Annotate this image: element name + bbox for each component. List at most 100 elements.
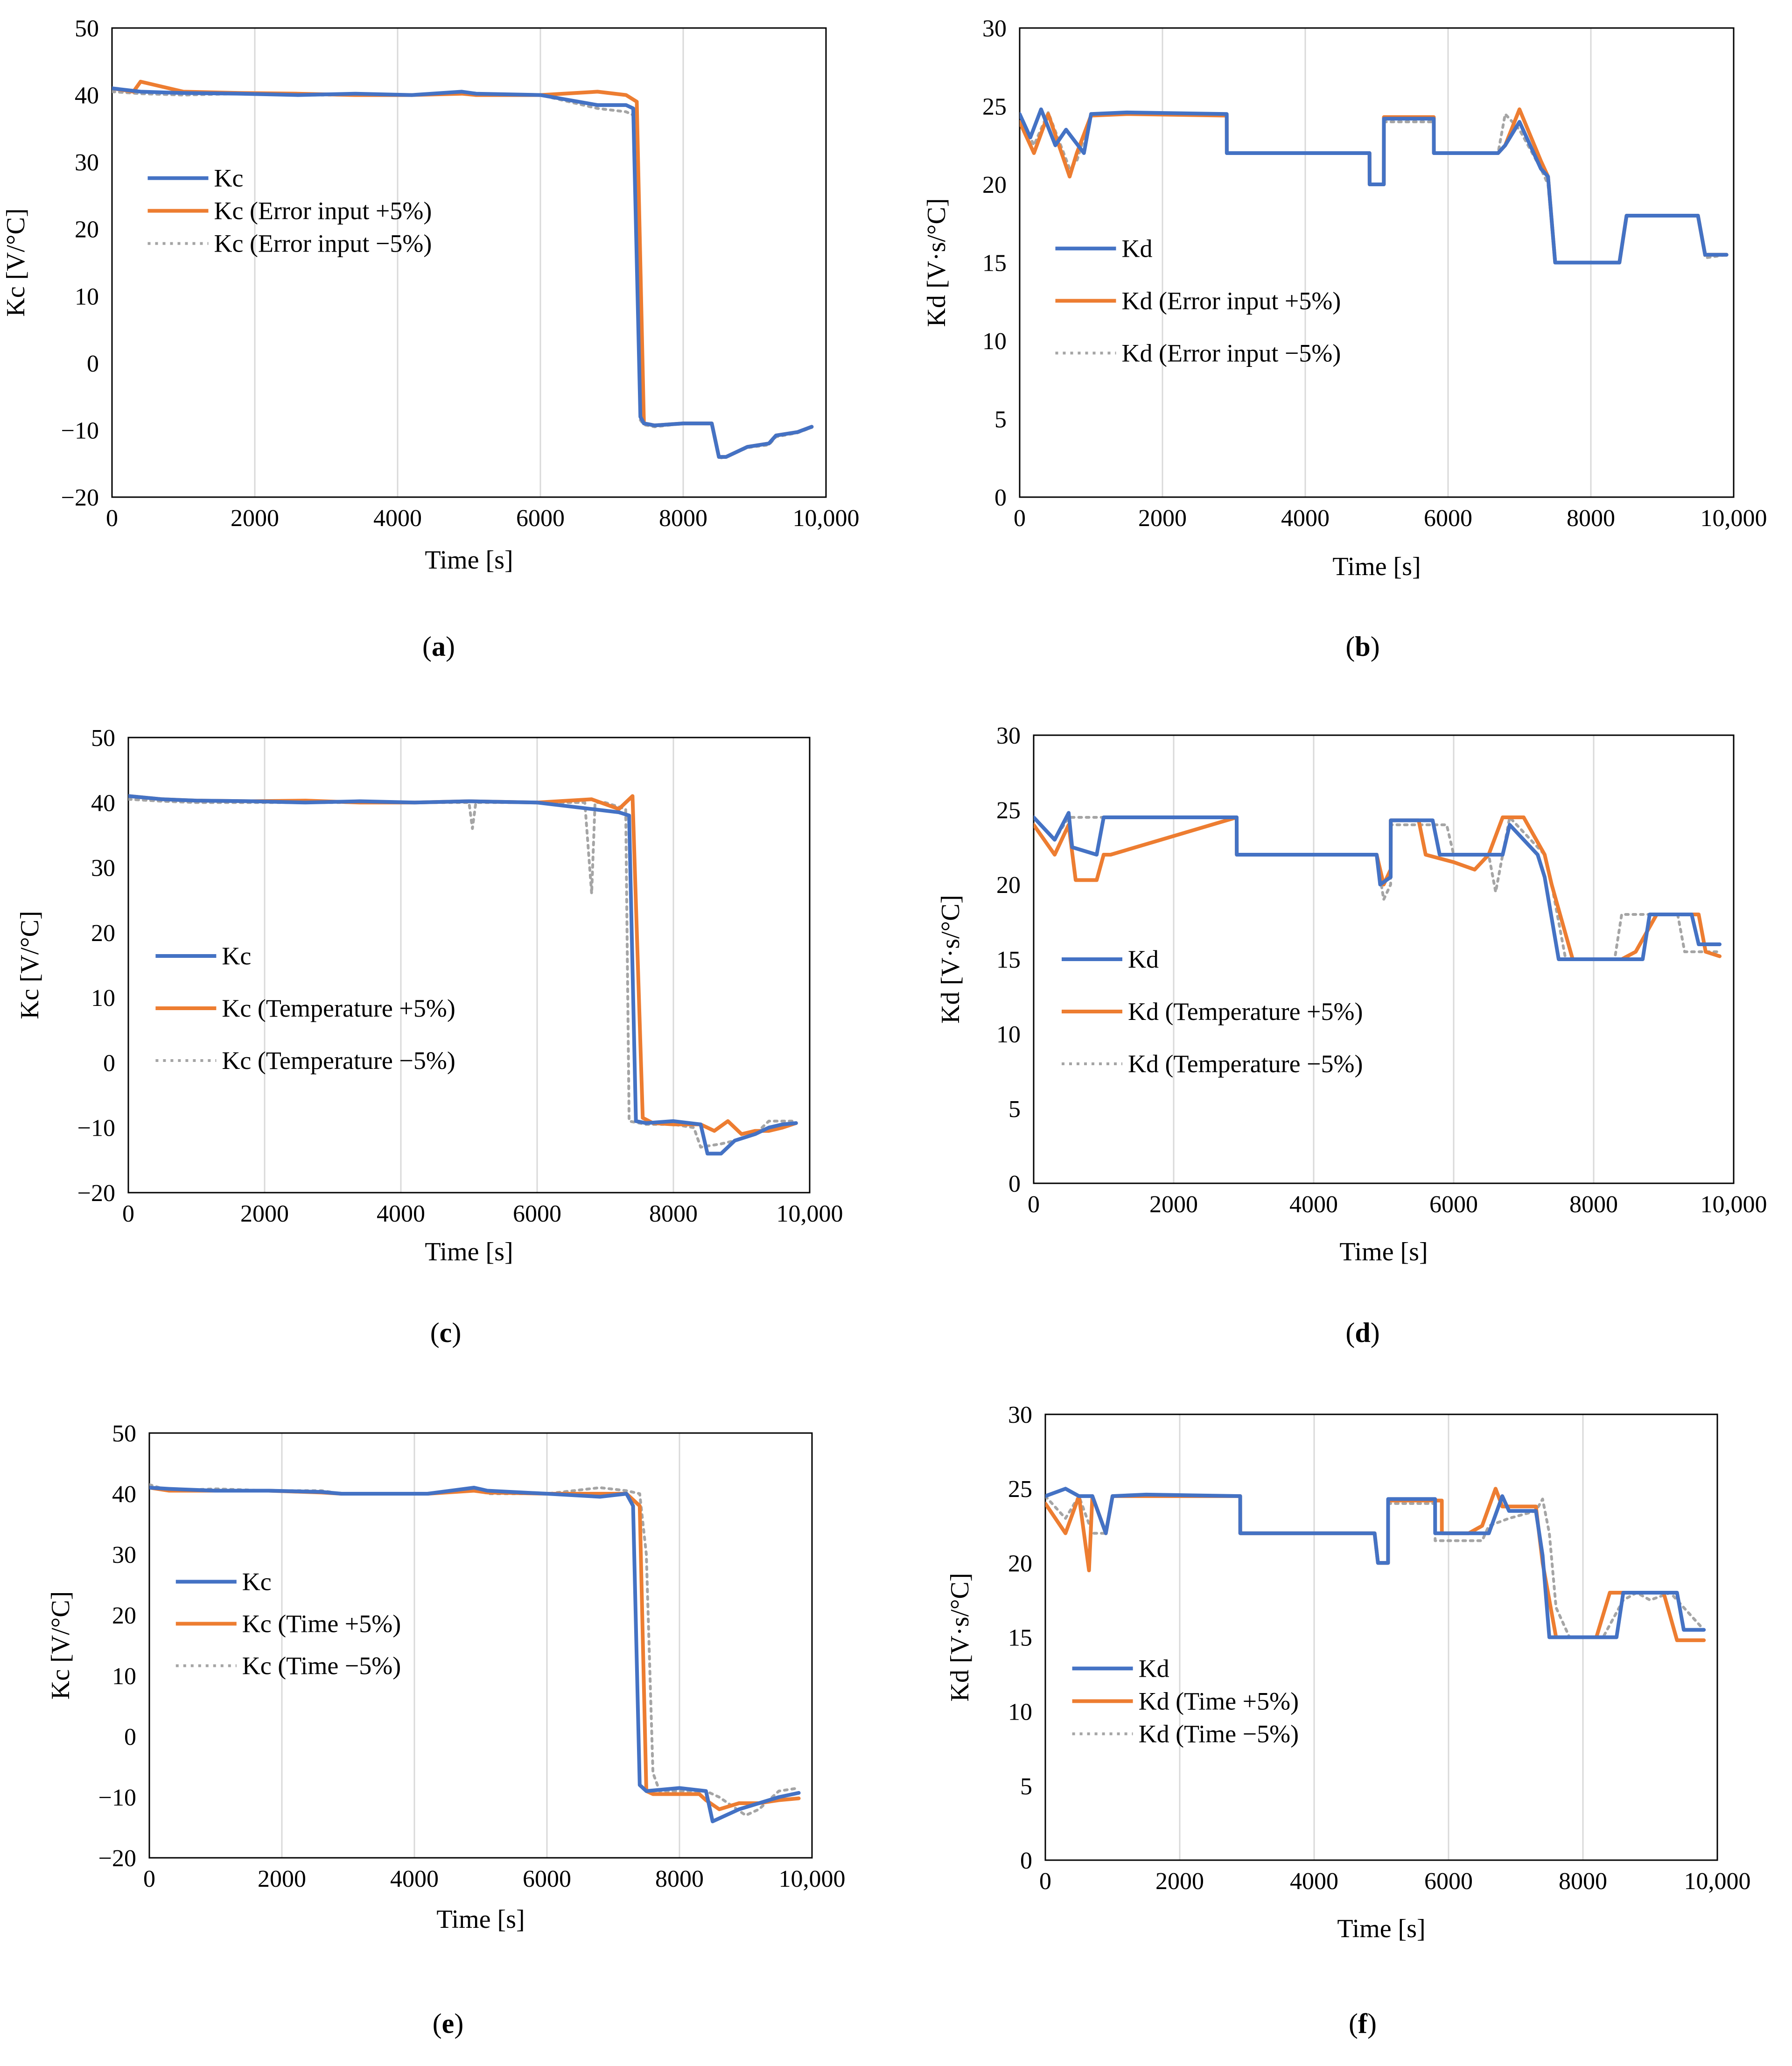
x-tick-label: 6000: [1429, 1191, 1478, 1218]
x-tick-label: 4000: [373, 505, 422, 532]
y-tick-label: 0: [1020, 1848, 1032, 1874]
y-tick-label: 10: [75, 283, 99, 310]
x-tick-label: 10,000: [777, 1201, 843, 1227]
y-tick-label: 15: [982, 250, 1007, 277]
x-tick-label: 8000: [1559, 1868, 1607, 1895]
x-tick-label: 0: [122, 1201, 134, 1227]
panel-caption-a: (a): [422, 631, 455, 662]
x-tick-label: 0: [1028, 1191, 1040, 1218]
y-tick-label: 30: [996, 723, 1021, 749]
x-tick-label: 2000: [258, 1866, 306, 1892]
y-tick-label: 25: [982, 94, 1007, 120]
y-tick-label: −10: [77, 1115, 115, 1142]
legend-label-0: Kd: [1128, 945, 1159, 973]
x-tick-label: 10,000: [1684, 1868, 1751, 1895]
legend-label-0: Kc: [242, 1568, 272, 1596]
y-tick-label: 30: [1008, 1402, 1032, 1428]
y-tick-label: 10: [996, 1021, 1021, 1048]
x-axis-title: Time [s]: [425, 546, 513, 575]
series-line-e-2: [149, 1483, 800, 1817]
plot-frame-e: [148, 1432, 813, 1859]
x-tick-label: 4000: [390, 1866, 439, 1892]
y-tick-label: 10: [1008, 1699, 1032, 1726]
y-tick-label: 50: [91, 725, 115, 752]
x-tick-label: 4000: [1290, 1868, 1338, 1895]
y-tick-label: 15: [1008, 1625, 1032, 1651]
y-tick-label: 15: [996, 947, 1021, 973]
y-tick-label: 20: [91, 920, 115, 947]
x-tick-label: 10,000: [1701, 1191, 1767, 1218]
panel-caption-b: (b): [1345, 631, 1379, 662]
series-line-a-2: [112, 90, 813, 460]
legend-label-2: Kc (Error input −5%): [214, 230, 432, 258]
legend-label-2: Kc (Time −5%): [242, 1652, 401, 1680]
y-tick-label: 30: [75, 149, 99, 176]
y-axis-title: Kd [V·s/°C]: [922, 198, 951, 327]
x-tick-label: 6000: [1424, 1868, 1473, 1895]
series-group-d: [1034, 811, 1722, 961]
y-tick-label: 25: [996, 797, 1021, 824]
legend-label-1: Kd (Error input +5%): [1122, 287, 1341, 315]
y-tick-label: 20: [1008, 1550, 1032, 1577]
y-axis-title: Kc [V/°C]: [46, 1591, 75, 1700]
y-tick-label: 30: [91, 855, 115, 882]
series-line-f-2: [1045, 1495, 1706, 1639]
y-axis-title: Kc [V/°C]: [15, 911, 44, 1019]
plot-frame-d: [1033, 734, 1735, 1184]
y-tick-label: 5: [1008, 1096, 1021, 1123]
x-tick-label: 2000: [240, 1201, 289, 1227]
series-group-b: [1020, 107, 1729, 265]
x-tick-label: 6000: [513, 1201, 561, 1227]
chart-panel-f: 0 2000 4000 6000 8000 10,000 30 25 20 15 10 5 0 Time …: [945, 1402, 1751, 2039]
x-tick-label: 2000: [1155, 1868, 1204, 1895]
series-line-d-2: [1034, 816, 1721, 961]
y-tick-label: −10: [61, 417, 99, 444]
y-tick-label: 0: [994, 485, 1007, 511]
chart-panel-a: 0 2000 4000 6000 8000 10,000 50 40 30 20 10 0 −10 −20…: [1, 15, 860, 662]
y-axis-title: Kd [V·s/°C]: [945, 1573, 974, 1702]
legend-label-0: Kc: [214, 164, 244, 192]
x-tick-label: 4000: [1281, 505, 1330, 532]
series-line-a-1: [112, 79, 814, 459]
legend-label-2: Kd (Error input −5%): [1122, 339, 1341, 367]
x-tick-label: 8000: [649, 1201, 698, 1227]
y-tick-label: 20: [982, 172, 1007, 198]
plot-frame-f: [1044, 1413, 1718, 1861]
series-line-b-0: [1020, 107, 1729, 265]
chart-panel-e: 0 2000 4000 6000 8000 10,000 50 40 30 20 10 0 −10 −20…: [46, 1420, 846, 2039]
y-tick-label: 0: [87, 351, 99, 377]
x-tick-label: 0: [1039, 1868, 1051, 1895]
chart-panel-c: 0 2000 4000 6000 8000 10,000 50 40 30 20 10 0 −10 −20…: [15, 725, 843, 1348]
y-tick-label: 5: [994, 407, 1007, 433]
legend-label-0: Kd: [1139, 1654, 1169, 1682]
legend-label-1: Kc (Time +5%): [242, 1610, 401, 1638]
panel-caption-e: (e): [433, 2008, 464, 2039]
panel-label: d: [1355, 1317, 1370, 1348]
y-tick-label: 20: [75, 217, 99, 243]
x-tick-label: 8000: [1569, 1191, 1618, 1218]
panel-caption-d: (d): [1345, 1317, 1379, 1348]
x-tick-label: 8000: [655, 1866, 704, 1892]
x-tick-label: 2000: [1149, 1191, 1198, 1218]
y-tick-label: 10: [91, 985, 115, 1012]
y-tick-label: 30: [982, 15, 1007, 42]
x-tick-label: 2000: [1138, 505, 1187, 532]
x-tick-label: 0: [1014, 505, 1026, 532]
x-tick-label: 8000: [659, 505, 707, 532]
plot-frame-c: [127, 737, 811, 1194]
y-tick-label: 30: [112, 1542, 136, 1568]
y-tick-label: 50: [75, 15, 99, 42]
y-tick-label: −20: [98, 1845, 136, 1872]
series-line-c-2: [128, 798, 798, 1149]
x-axis-title: Time [s]: [436, 1905, 525, 1934]
x-tick-label: 6000: [1424, 505, 1472, 532]
panel-caption-f: (f): [1349, 2008, 1377, 2039]
series-group-f: [1045, 1487, 1706, 1642]
x-axis-title: Time [s]: [1337, 1914, 1425, 1943]
y-tick-label: 5: [1020, 1773, 1032, 1800]
series-line-a-0: [112, 86, 814, 459]
series-line-c-0: [128, 794, 798, 1156]
y-tick-label: −10: [98, 1785, 136, 1811]
series-line-d-1: [1034, 815, 1722, 961]
x-tick-label: 6000: [516, 505, 565, 532]
